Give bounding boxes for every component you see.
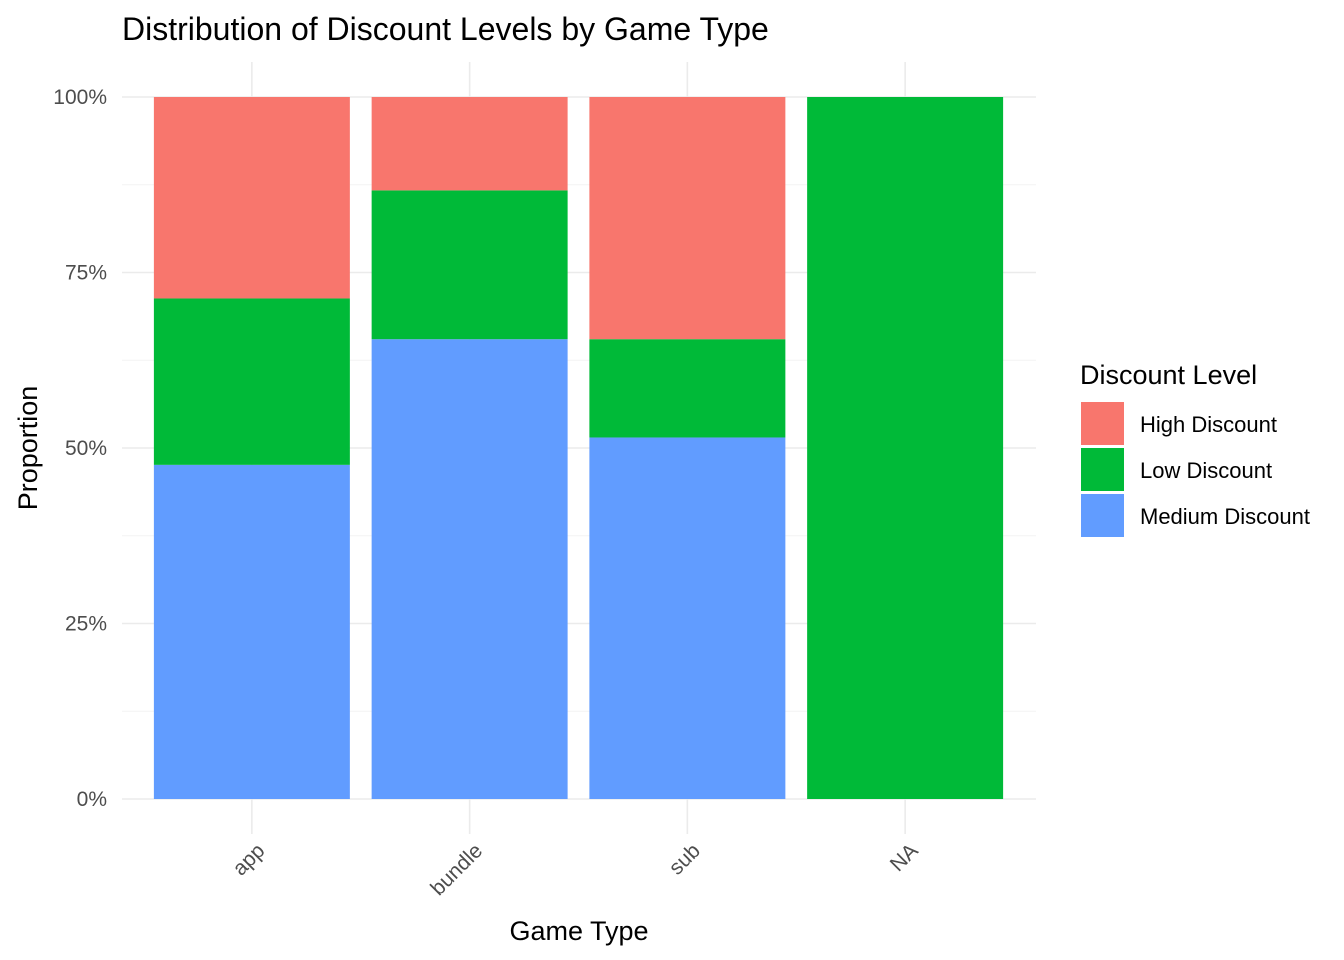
y-tick-label: 75% <box>65 262 107 285</box>
x-tick-label: bundle <box>426 839 487 900</box>
legend-label: High Discount <box>1140 412 1277 437</box>
bar-segment-sub-medium-discount <box>589 437 786 799</box>
x-tick-label: sub <box>665 839 705 879</box>
legend-label: Low Discount <box>1140 458 1272 483</box>
y-tick-label: 25% <box>65 613 107 636</box>
bar-segment-app-high-discount <box>153 97 350 299</box>
x-axis-title: Game Type <box>509 916 648 946</box>
legend-key-medium-discount <box>1081 494 1124 537</box>
bar-segment-sub-high-discount <box>589 97 786 340</box>
y-axis-title: Proportion <box>13 386 43 511</box>
x-axis-ticks: app bundle sub NA <box>228 839 922 900</box>
x-tick-label: NA <box>886 839 923 876</box>
bar-segment-na-low-discount <box>807 97 1004 799</box>
y-tick-label: 0% <box>77 788 107 811</box>
y-tick-label: 100% <box>53 86 107 109</box>
y-tick-label: 50% <box>65 437 107 460</box>
legend-label: Medium Discount <box>1140 504 1310 529</box>
legend-key-low-discount <box>1081 448 1124 491</box>
legend-key-high-discount <box>1081 402 1124 445</box>
y-axis-ticks: 0% 25% 50% 75% 100% <box>53 86 107 811</box>
chart-title: Distribution of Discount Levels by Game … <box>122 11 769 47</box>
bar-segment-app-low-discount <box>153 298 350 465</box>
legend: Discount Level High Discount Low Discount… <box>1080 360 1310 537</box>
bar-segment-sub-low-discount <box>589 339 786 438</box>
bars <box>153 97 1004 799</box>
bar-segment-bundle-high-discount <box>371 97 568 191</box>
bar-segment-app-medium-discount <box>153 464 350 799</box>
bar-segment-bundle-low-discount <box>371 190 568 340</box>
bar-segment-bundle-medium-discount <box>371 339 568 799</box>
legend-title: Discount Level <box>1080 360 1257 390</box>
x-tick-label: app <box>228 839 269 880</box>
